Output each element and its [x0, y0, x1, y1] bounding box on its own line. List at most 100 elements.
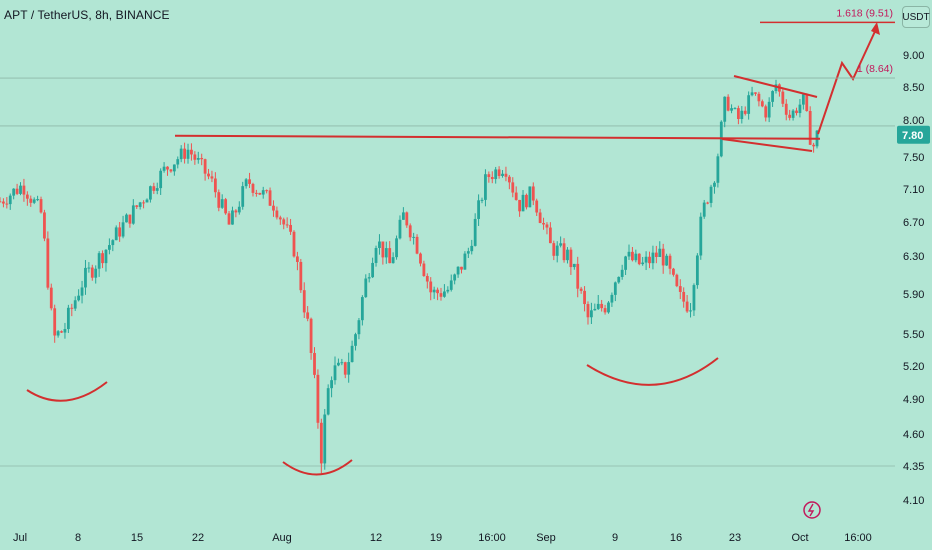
price-tick-label: 4.35	[903, 461, 924, 473]
candle-body	[70, 307, 74, 309]
candle-body	[665, 255, 669, 266]
candle-body	[190, 149, 193, 155]
candle-body	[289, 224, 292, 232]
time-tick-label: 23	[729, 532, 741, 544]
candle-body	[183, 148, 186, 159]
candle-body	[155, 188, 159, 191]
time-tick-label: 16	[670, 532, 682, 544]
candle-body	[22, 185, 26, 195]
price-tick-label: 5.50	[903, 329, 924, 341]
candle-body	[798, 104, 802, 114]
candle-body	[603, 308, 607, 313]
price-tick-label: 5.90	[903, 289, 924, 301]
candle-body	[388, 248, 392, 264]
candle-body	[258, 192, 262, 195]
candle-body	[292, 231, 296, 257]
candle-body	[46, 238, 50, 288]
candle-body	[237, 206, 241, 213]
candle-body	[43, 212, 46, 239]
candle-body	[511, 182, 515, 193]
candle-body	[685, 301, 689, 312]
candle-body	[8, 195, 12, 205]
candle-body	[354, 334, 357, 346]
candle-body	[453, 274, 457, 281]
candle-body	[32, 199, 36, 203]
candle-body	[801, 94, 805, 105]
candle-body	[552, 243, 556, 256]
candle-body	[39, 199, 43, 213]
time-tick-label: 19	[430, 532, 442, 544]
time-tick-label: 22	[192, 532, 204, 544]
candle-body	[19, 185, 22, 194]
candle-body	[432, 289, 436, 293]
candle-body	[275, 210, 279, 218]
candle-body	[384, 248, 388, 258]
candle-body	[94, 268, 98, 278]
candle-body	[319, 422, 323, 464]
candle-body	[566, 249, 569, 261]
currency-unit-button[interactable]: USDT	[902, 6, 930, 28]
candle-body	[477, 200, 480, 219]
candle-body	[589, 310, 593, 318]
candle-body	[172, 164, 176, 172]
candle-body	[296, 256, 299, 262]
candle-body	[395, 238, 398, 258]
candle-body	[607, 302, 610, 313]
candle-body	[398, 219, 402, 239]
time-tick-label: 16:00	[478, 532, 506, 544]
candle-body	[162, 166, 166, 171]
candle-body	[661, 248, 665, 266]
candle-body	[90, 267, 94, 278]
candle-body	[25, 194, 29, 199]
lightning-icon[interactable]	[803, 501, 821, 519]
candle-body	[504, 173, 508, 177]
candle-body	[446, 289, 450, 292]
candle-body	[306, 312, 310, 319]
candle-body	[750, 92, 754, 96]
candle-body	[528, 186, 532, 208]
candle-body	[29, 198, 33, 203]
candle-body	[149, 186, 152, 200]
candle-body	[101, 253, 104, 264]
time-tick-label: 9	[612, 532, 618, 544]
candle-body	[285, 224, 289, 226]
candle-body	[66, 307, 70, 330]
candle-body	[248, 179, 251, 184]
candle-body	[593, 308, 597, 311]
candle-body	[767, 101, 771, 118]
candle-body	[251, 183, 255, 193]
candle-body	[73, 300, 77, 309]
candle-body	[709, 186, 713, 203]
lightning-icon-circle	[803, 501, 821, 519]
candle-body	[579, 288, 583, 291]
candle-body	[555, 245, 559, 256]
candle-body	[514, 192, 518, 200]
candle-body	[323, 414, 327, 464]
candle-body	[114, 227, 118, 241]
candle-body	[596, 303, 600, 309]
candle-body	[193, 154, 197, 160]
candle-body	[77, 295, 81, 301]
lightning-icon-bolt	[807, 503, 815, 517]
candle-body	[207, 173, 210, 177]
candle-body	[781, 91, 785, 104]
candle-body	[634, 253, 638, 261]
fib-label: 1.618 (9.51)	[836, 7, 893, 19]
candle-body	[200, 158, 204, 160]
candle-body	[706, 202, 710, 204]
candle-body	[439, 293, 443, 297]
candle-body	[678, 286, 682, 292]
candle-body	[812, 144, 816, 147]
candle-body	[412, 236, 416, 238]
candle-body	[538, 212, 542, 223]
time-tick-label: Oct	[791, 532, 808, 544]
candle-body	[80, 287, 84, 296]
candle-body	[367, 277, 371, 279]
candle-body	[586, 304, 590, 318]
candle-body	[224, 199, 228, 214]
candle-body	[391, 257, 395, 264]
candle-body	[572, 263, 576, 268]
candle-body	[531, 186, 535, 201]
